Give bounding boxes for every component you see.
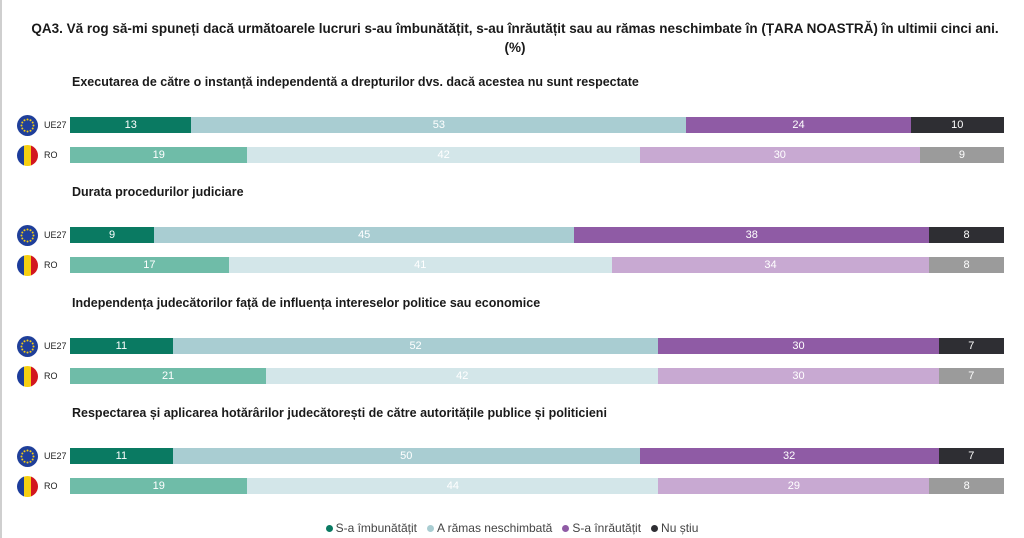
- legend-label: S-a îmbunătățit: [335, 521, 417, 535]
- bar-segment: 34: [611, 257, 930, 273]
- row-label-ro: RO: [17, 365, 58, 387]
- bar-segment: 32: [639, 448, 939, 464]
- legend-dot-icon: [651, 524, 659, 532]
- group-title: Independența judecătorilor față de influ…: [72, 296, 541, 310]
- stacked-bar: 19 42 30 9: [70, 147, 1004, 163]
- bar-segment: 42: [247, 147, 640, 163]
- country-code: UE27: [44, 230, 67, 240]
- group-title: Durata procedurilor judiciare: [72, 185, 244, 199]
- bar-segment: 30: [658, 368, 939, 384]
- bar-segment: 24: [686, 117, 911, 133]
- bar-segment: 50: [172, 448, 640, 464]
- bar-segment: 9: [70, 227, 155, 243]
- bar-segment: 30: [639, 147, 920, 163]
- legend-dot-icon: [325, 524, 333, 532]
- country-code: RO: [44, 371, 58, 381]
- bar-segment: 7: [938, 448, 1004, 464]
- row-label-ue27: UE27: [17, 335, 67, 357]
- country-code: RO: [44, 481, 58, 491]
- bar-segment: 7: [938, 338, 1004, 354]
- bar-segment: 52: [172, 338, 659, 354]
- stacked-bar: 9 45 38 8: [70, 227, 1004, 243]
- legend-item: S-a înrăutățit: [562, 521, 641, 535]
- bar-segment: 10: [910, 117, 1004, 133]
- bar-segment: 19: [70, 147, 248, 163]
- row-label-ue27: UE27: [17, 445, 67, 467]
- row-label-ro: RO: [17, 475, 58, 497]
- romania-flag-icon: [17, 144, 38, 166]
- romania-flag-icon: [17, 365, 38, 387]
- bar-segment: 7: [938, 368, 1004, 384]
- romania-flag-icon: [17, 254, 38, 276]
- bar-segment: 8: [929, 257, 1004, 273]
- bar-segment: 9: [919, 147, 1004, 163]
- legend-item: Nu știu: [651, 521, 698, 535]
- bar-segment: 21: [70, 368, 267, 384]
- bar-segment: 38: [574, 227, 930, 243]
- bar-segment: 13: [70, 117, 192, 133]
- romania-flag-icon: [17, 475, 38, 497]
- group-title: Respectarea și aplicarea hotărârilor jud…: [72, 406, 607, 420]
- row-label-ue27: UE27: [17, 114, 67, 136]
- legend-dot-icon: [562, 524, 570, 532]
- stacked-bar: 21 42 30 7: [70, 368, 1004, 384]
- country-code: UE27: [44, 120, 67, 130]
- legend-item: S-a îmbunătățit: [325, 521, 417, 535]
- row-label-ro: RO: [17, 254, 58, 276]
- bar-segment: 17: [70, 257, 229, 273]
- group-title: Executarea de către o instanță independe…: [72, 75, 639, 89]
- country-code: UE27: [44, 451, 67, 461]
- stacked-bar: 11 50 32 7: [70, 448, 1004, 464]
- bar-segment: 44: [247, 478, 659, 494]
- legend-dot-icon: [426, 524, 434, 532]
- bar-segment: 41: [228, 257, 612, 273]
- eu-flag-icon: [17, 114, 38, 136]
- row-label-ue27: UE27: [17, 224, 67, 246]
- legend-label: A rămas neschimbată: [436, 521, 553, 535]
- bar-segment: 11: [70, 338, 173, 354]
- bar-segment: 29: [658, 478, 930, 494]
- bar-segment: 8: [929, 227, 1004, 243]
- stacked-bar: 11 52 30 7: [70, 338, 1004, 354]
- row-label-ro: RO: [17, 144, 58, 166]
- country-code: RO: [44, 150, 58, 160]
- bar-segment: 19: [70, 478, 248, 494]
- bar-segment: 11: [70, 448, 173, 464]
- bar-segment: 8: [929, 478, 1004, 494]
- bar-segment: 42: [266, 368, 659, 384]
- country-code: UE27: [44, 341, 67, 351]
- legend-label: Nu știu: [661, 521, 699, 535]
- country-code: RO: [44, 260, 58, 270]
- eu-flag-icon: [17, 335, 38, 357]
- legend-item: A rămas neschimbată: [426, 521, 553, 535]
- bar-segment: 45: [154, 227, 575, 243]
- stacked-bar: 17 41 34 8: [70, 257, 1004, 273]
- eu-flag-icon: [17, 445, 38, 467]
- eu-flag-icon: [17, 224, 38, 246]
- bar-segment: 30: [658, 338, 939, 354]
- stacked-bar: 13 53 24 10: [70, 117, 1004, 133]
- legend: S-a îmbunătățit A rămas neschimbată S-a în…: [0, 521, 1024, 535]
- chart-title: QA3. Vă rog să-mi spuneți dacă următoare…: [31, 21, 999, 55]
- legend-label: S-a înrăutățit: [572, 521, 642, 535]
- bar-segment: 53: [191, 117, 687, 133]
- page-edge-rule: [0, 0, 2, 538]
- stacked-bar: 19 44 29 8: [70, 478, 1004, 494]
